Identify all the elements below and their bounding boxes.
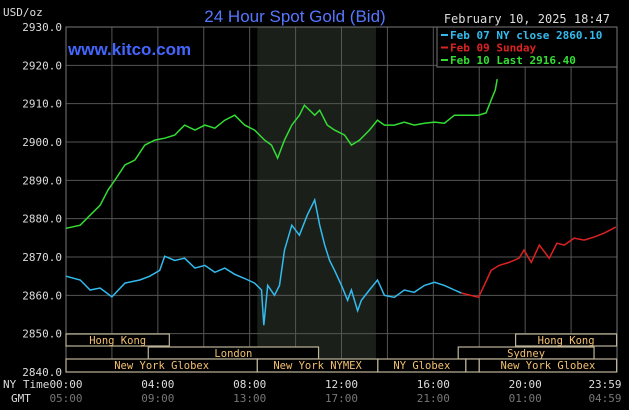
- session-label: London: [214, 348, 252, 360]
- x-tick-gmt: 13:00: [233, 392, 266, 405]
- session-label: Hong Kong: [89, 335, 146, 347]
- session-bar: [515, 333, 618, 347]
- session-label: New York NYMEX: [273, 360, 362, 372]
- x-tick-ny: 08:00: [233, 378, 266, 391]
- y-tick-label: 2860.0: [22, 289, 62, 302]
- y-tick-label: 2850.0: [22, 328, 62, 341]
- x-tick-gmt: 09:00: [141, 392, 174, 405]
- watermark: www.kitco.com: [67, 40, 191, 59]
- session-label: New York Globex: [114, 360, 209, 372]
- legend-entry: Feb 07 NY close 2860.10: [450, 29, 602, 42]
- session-label: Hong Kong: [538, 335, 595, 347]
- session-label: Sydney: [507, 348, 545, 360]
- x-tick-gmt: 01:00: [509, 392, 542, 405]
- y-tick-label: 2890.0: [22, 174, 62, 187]
- legend-entry: Feb 10 Last 2916.40: [450, 54, 576, 67]
- y-tick-label: 2840.0: [22, 366, 62, 379]
- y-tick-label: 2920.0: [22, 59, 62, 72]
- x-tick-gmt: 21:00: [417, 392, 450, 405]
- x-tick-ny: 12:00: [325, 378, 358, 391]
- legend-box: [436, 26, 618, 68]
- y-tick-label: 2910.0: [22, 98, 62, 111]
- legend-entry: Feb 09 Sunday: [450, 42, 536, 55]
- y-tick-label: 2880.0: [22, 213, 62, 226]
- y-tick-label: 2870.0: [22, 251, 62, 264]
- series-line-1: [461, 226, 617, 299]
- session-label: NY Globex: [393, 360, 450, 372]
- session-bar: [465, 358, 480, 373]
- timestamp: February 10, 2025 18:47: [444, 12, 610, 26]
- x-tick-gmt: 17:00: [325, 392, 358, 405]
- y-tick-label: 2900.0: [22, 136, 62, 149]
- series-line-2: [65, 78, 498, 230]
- x-tick-gmt: 04:59: [588, 392, 621, 405]
- x-tick-ny: 04:00: [141, 378, 174, 391]
- x-tick-ny: 20:00: [509, 378, 542, 391]
- x-tick-ny: 16:00: [417, 378, 450, 391]
- session-label: New York Globex: [501, 360, 596, 372]
- session-bar: [478, 358, 618, 373]
- chart-title: 24 Hour Spot Gold (Bid): [204, 7, 385, 26]
- x-tick-ny: 00:00: [49, 378, 82, 391]
- series-line-0: [65, 197, 462, 326]
- x-label-gmt: GMT: [11, 392, 31, 405]
- y-tick-label: 2930.0: [22, 21, 62, 34]
- nymex-session-shade: [257, 27, 376, 372]
- session-bar: [65, 333, 170, 347]
- y-unit-label: USD/oz: [3, 6, 43, 19]
- x-tick-gmt: 05:00: [49, 392, 82, 405]
- x-label-ny: NY Time: [3, 378, 49, 391]
- x-tick-ny: 23:59: [588, 378, 621, 391]
